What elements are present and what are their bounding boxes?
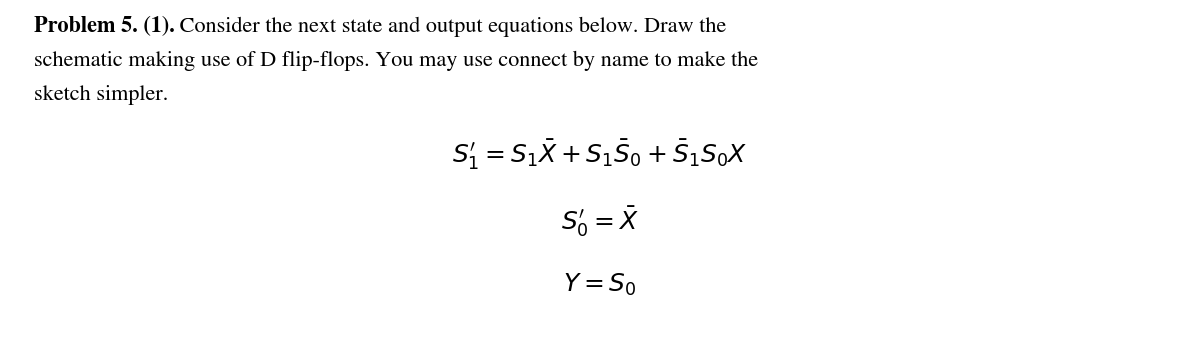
Text: schematic making use of D flip-flops. You may use connect by name to make the: schematic making use of D flip-flops. Yo…	[34, 51, 757, 71]
Text: sketch simpler.: sketch simpler.	[34, 85, 168, 105]
Text: Consider the next state and output equations below. Draw the: Consider the next state and output equat…	[174, 17, 727, 37]
Text: $S_0' = \bar{X}$: $S_0' = \bar{X}$	[562, 205, 638, 239]
Text: $S_1' = S_1\bar{X} + S_1\bar{S}_0 + \bar{S}_1 S_0 X$: $S_1' = S_1\bar{X} + S_1\bar{S}_0 + \bar…	[452, 138, 748, 172]
Text: $Y = S_0$: $Y = S_0$	[563, 272, 637, 298]
Text: Problem 5. (1).: Problem 5. (1).	[34, 16, 174, 37]
